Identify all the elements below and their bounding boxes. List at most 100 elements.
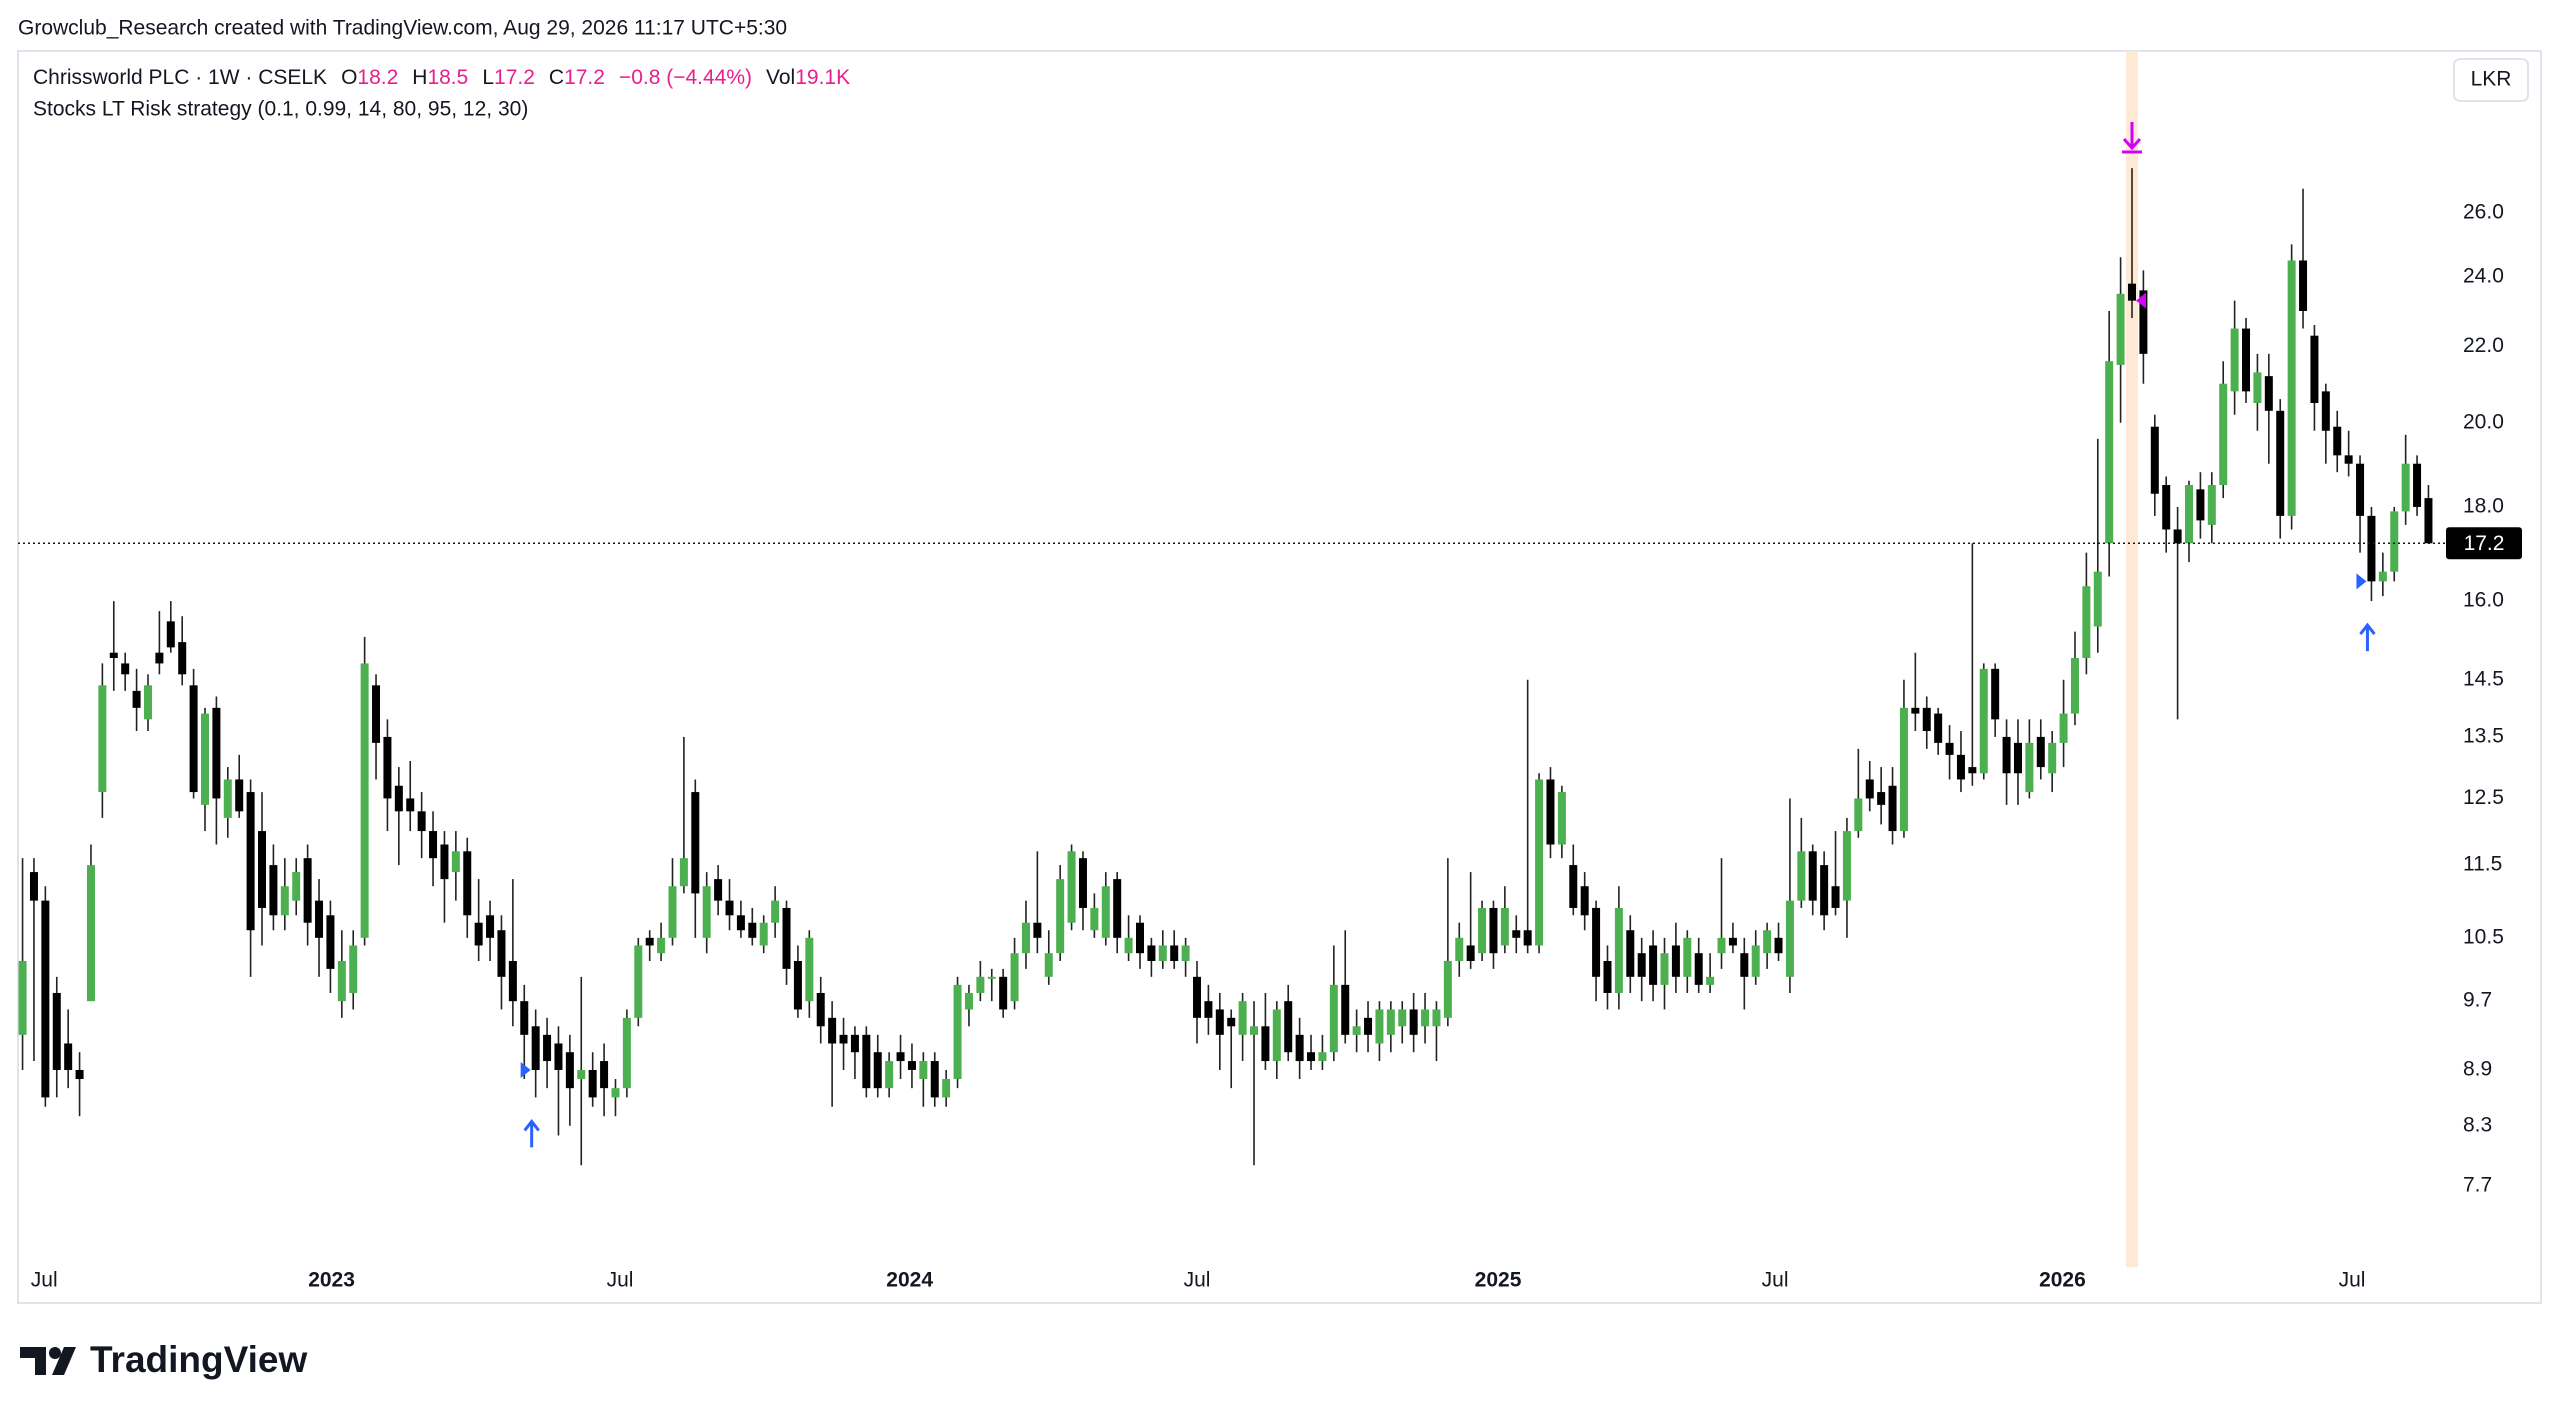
currency[interactable]: LKR	[2471, 68, 2512, 91]
candle-body	[1512, 930, 1521, 938]
candle-body	[1649, 945, 1658, 985]
candle-body	[1660, 953, 1669, 985]
candle-body	[1455, 937, 1464, 961]
candle-body	[178, 642, 187, 675]
candle-body	[2401, 463, 2410, 512]
candle-body	[1979, 668, 1988, 774]
h-value: 18.5	[427, 66, 468, 89]
currency-button[interactable]	[2453, 58, 2529, 102]
candle-body	[2036, 736, 2045, 768]
candle-body	[2127, 283, 2136, 301]
candle-body	[1238, 1001, 1247, 1035]
candle-body	[577, 1069, 586, 1080]
candle-body	[2390, 511, 2399, 572]
candle-body	[919, 1061, 928, 1080]
candle-body	[1250, 1026, 1259, 1035]
candle-body	[2287, 260, 2296, 516]
x-tick-label: 2026	[2039, 1269, 2086, 1292]
candle-body	[554, 1043, 563, 1070]
candle-body	[2002, 736, 2011, 774]
candle-body	[1101, 886, 1110, 938]
candle-body	[269, 865, 278, 916]
candle-body	[999, 976, 1008, 1010]
candle-body	[782, 907, 791, 969]
candle-body	[474, 922, 483, 946]
candle-body	[303, 858, 312, 923]
exit-marker	[2135, 292, 2146, 309]
candle-body	[942, 1079, 951, 1098]
candle-body	[1090, 907, 1099, 931]
candle-body	[1694, 953, 1703, 985]
candle-body	[18, 960, 27, 1035]
candle-body	[315, 900, 324, 938]
candle-body	[907, 1061, 916, 1070]
y-tick-label: 24.0	[2463, 265, 2504, 288]
candle-body	[1808, 851, 1817, 901]
candle-body	[1922, 707, 1931, 732]
candle-body	[1740, 953, 1749, 977]
candle-body	[1945, 742, 1954, 755]
candle-body	[2367, 515, 2376, 582]
candle-body	[531, 1026, 540, 1070]
last-price-label: 17.2	[2464, 532, 2505, 555]
y-tick-label: 11.5	[2463, 853, 2502, 876]
logo-text: TradingView	[90, 1339, 307, 1380]
h-label: H	[412, 66, 427, 89]
candle-body	[1535, 779, 1544, 946]
candle-body	[1386, 1009, 1395, 1035]
entry-arrow	[523, 1118, 540, 1148]
candle-body	[1797, 851, 1806, 901]
candle-body	[1021, 922, 1030, 954]
change: −0.8 (−4.44%)	[619, 66, 752, 89]
candle-body	[2253, 372, 2262, 403]
l-label: L	[482, 66, 494, 89]
candle-body	[1466, 945, 1475, 961]
candle-body	[1181, 945, 1190, 961]
candle-body	[588, 1069, 597, 1098]
candle-body	[440, 844, 449, 880]
candle-body	[816, 992, 825, 1027]
vol-value: 19.1K	[795, 66, 850, 89]
y-tick-label: 14.5	[2463, 667, 2504, 690]
candle-body	[565, 1052, 574, 1089]
candle-body	[1546, 779, 1555, 845]
candle-body	[1592, 907, 1601, 977]
candle-body	[543, 1034, 552, 1062]
chart-frame	[17, 50, 2542, 1304]
y-tick-label: 12.5	[2463, 786, 2504, 809]
candle-body	[2344, 455, 2353, 464]
candle-body	[828, 1017, 837, 1044]
candle-body	[2321, 391, 2330, 431]
candle-body	[725, 900, 734, 916]
candle-body	[1728, 937, 1737, 946]
candle-body	[486, 915, 495, 938]
candle-body	[2048, 742, 2057, 774]
candle-body	[2310, 335, 2319, 403]
y-tick-label: 8.3	[2463, 1113, 2492, 1136]
candle-body	[1854, 798, 1863, 832]
candle-body	[1158, 945, 1167, 961]
candle-body	[1375, 1009, 1384, 1044]
candle-body	[1204, 1001, 1213, 1018]
y-tick-label: 13.5	[2463, 724, 2504, 747]
candle-body	[1056, 879, 1065, 954]
candle-body	[2013, 742, 2022, 774]
candle-body	[143, 685, 152, 720]
candle-body	[1364, 1017, 1373, 1035]
candle-body	[1341, 984, 1350, 1035]
candle-body	[1934, 713, 1943, 743]
y-tick-label: 22.0	[2463, 334, 2504, 357]
candle-body	[1774, 937, 1783, 954]
candle-body	[417, 811, 426, 832]
candle-body	[1671, 945, 1680, 977]
candle-body	[166, 621, 175, 648]
candle-body	[1911, 707, 1920, 714]
candle-body	[1500, 907, 1509, 946]
candle-body	[1170, 945, 1179, 961]
candle-body	[1147, 945, 1156, 961]
candle-body	[349, 945, 358, 993]
candle-body	[1751, 945, 1760, 977]
candle-body	[429, 831, 438, 859]
